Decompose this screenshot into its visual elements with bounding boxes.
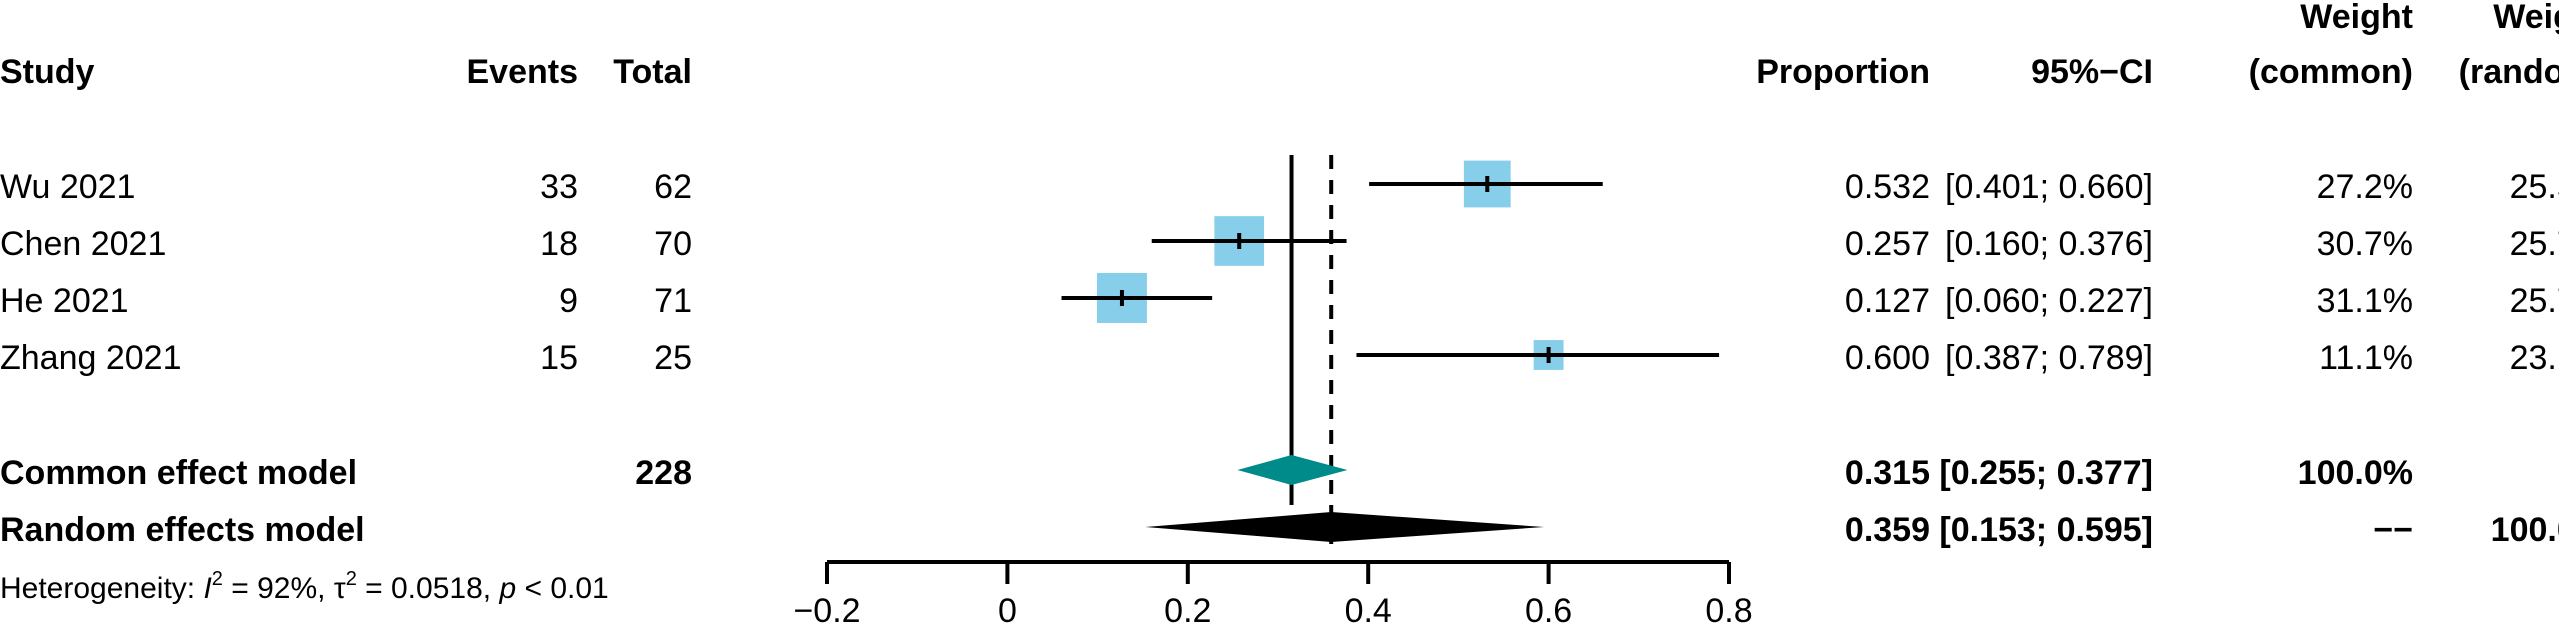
study-ci: [0.387; 0.789] <box>1945 339 2153 377</box>
study-proportion: 0.127 <box>1845 282 1930 320</box>
header-weight-random-1: Weight <box>2493 0 2559 36</box>
study-proportion: 0.532 <box>1845 168 1930 206</box>
study-weight-random: 23.1% <box>2510 339 2559 377</box>
random-effects-proportion: 0.359 <box>1845 511 1930 549</box>
study-weight-random: 25.5% <box>2510 168 2559 206</box>
x-axis-tick-label: 0.2 <box>1164 592 1211 626</box>
study-proportion: 0.257 <box>1845 225 1930 263</box>
x-axis-tick-label: 0.6 <box>1525 592 1572 626</box>
study-name: Chen 2021 <box>0 225 166 263</box>
common-effect-total: 228 <box>635 454 692 492</box>
header-total: Total <box>613 53 692 91</box>
study-total: 71 <box>654 282 692 320</box>
header-proportion: Proportion <box>1756 53 1930 91</box>
study-total: 25 <box>654 339 692 377</box>
random-effects-weight-random: 100.0% <box>2491 511 2559 549</box>
random-effects-weight-common: −− <box>2373 511 2413 549</box>
random-effects-ci: [0.153; 0.595] <box>1939 511 2153 549</box>
header-study: Study <box>0 53 95 91</box>
x-axis-tick-label: −0.2 <box>793 592 860 626</box>
study-weight-random: 25.7% <box>2510 225 2559 263</box>
common-effect-proportion: 0.315 <box>1845 454 1930 492</box>
x-axis-tick-label: 0 <box>998 592 1017 626</box>
study-total: 70 <box>654 225 692 263</box>
study-ci: [0.060; 0.227] <box>1945 282 2153 320</box>
study-ci: [0.401; 0.660] <box>1945 168 2153 206</box>
common-effect-diamond <box>1237 455 1348 485</box>
x-axis-tick-label: 0.4 <box>1345 592 1392 626</box>
study-events: 18 <box>540 225 578 263</box>
study-ci: [0.160; 0.376] <box>1945 225 2153 263</box>
plot-area: −0.2 0 0.2 0.4 0.6 0.8 <box>793 155 1753 626</box>
header-weight-common-1: Weight <box>2300 0 2413 36</box>
study-weight-common: 27.2% <box>2317 168 2413 206</box>
header-ci: 95%−CI <box>2031 53 2153 91</box>
study-proportion: 0.600 <box>1845 339 1930 377</box>
common-effect-label: Common effect model <box>0 454 357 492</box>
header-weight-common-2: (common) <box>2249 53 2413 91</box>
random-effects-label: Random effects model <box>0 511 365 549</box>
study-events: 15 <box>540 339 578 377</box>
header-weight-random-2: (random) <box>2459 53 2559 91</box>
x-axis-tick-label: 0.8 <box>1705 592 1752 626</box>
study-weight-common: 11.1% <box>2319 339 2413 377</box>
study-weight-common: 30.7% <box>2317 225 2413 263</box>
common-effect-ci: [0.255; 0.377] <box>1939 454 2153 492</box>
study-events: 9 <box>559 282 578 320</box>
study-name: He 2021 <box>0 282 129 320</box>
study-events: 33 <box>540 168 578 206</box>
random-effects-diamond <box>1145 512 1545 542</box>
study-rows: Wu 2021 33 62 0.532 [0.401; 0.660] 27.2% 25.5%… <box>0 168 2559 377</box>
heterogeneity-text: Heterogeneity: I2 = 92%, τ2 = 0.0518, p … <box>0 568 609 605</box>
common-effect-weight-common: 100.0% <box>2298 454 2413 492</box>
study-weight-common: 31.1% <box>2317 282 2413 320</box>
header-events: Events <box>467 53 579 91</box>
study-weight-random: 25.7% <box>2510 282 2559 320</box>
study-name: Zhang 2021 <box>0 339 182 377</box>
study-name: Wu 2021 <box>0 168 135 206</box>
study-total: 62 <box>654 168 692 206</box>
